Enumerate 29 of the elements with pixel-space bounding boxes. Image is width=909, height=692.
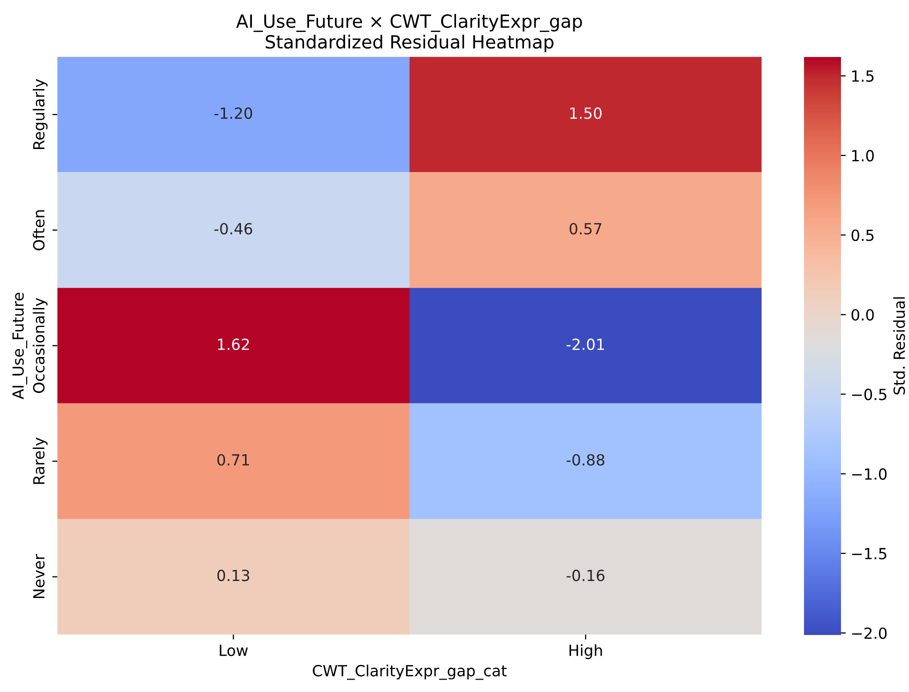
- data-label: -2.01: [566, 338, 604, 350]
- data-label: 1.50: [570, 107, 602, 119]
- color-bar-label: −1.0: [852, 468, 887, 480]
- y-axis-title: AI_Use_Future: [12, 292, 28, 400]
- data-label: 0.71: [217, 454, 249, 466]
- color-bar-label: −2.0: [852, 627, 887, 639]
- x-axis-title: CWT_ClarityExpr_gap_cat: [312, 664, 507, 680]
- color-bar-label: 1.5: [852, 70, 874, 82]
- color-bar-label: −1.5: [852, 548, 886, 560]
- chart-title: AI_Use_Future × CWT_ClarityExpr_gap Standardized Residual Heatmap: [236, 14, 582, 52]
- y-tick-label: Regularly: [32, 79, 48, 149]
- color-bar-title: Std. Residual: [893, 297, 906, 394]
- x-tick-label: High: [570, 644, 602, 660]
- color-bar-label: 0.5: [852, 229, 874, 242]
- color-bar-label: 1.0: [852, 150, 874, 162]
- color-bar-label: −0.5: [852, 388, 886, 400]
- data-label: 0.57: [570, 222, 602, 235]
- data-label: -0.88: [566, 454, 604, 466]
- y-tick-label: Never: [33, 554, 45, 598]
- data-label: -0.46: [214, 222, 252, 235]
- data-label: -0.16: [566, 570, 604, 582]
- data-label: 1.62: [218, 338, 249, 350]
- data-label: -1.20: [214, 107, 252, 119]
- x-tick-label: Low: [220, 644, 248, 656]
- data-label: 0.13: [217, 570, 250, 582]
- y-tick-label: Occasionally: [32, 298, 48, 393]
- color-bar-label: 0.0: [852, 309, 874, 321]
- y-tick-label: Rarely: [32, 438, 48, 484]
- y-tick-label: Often: [32, 210, 45, 250]
